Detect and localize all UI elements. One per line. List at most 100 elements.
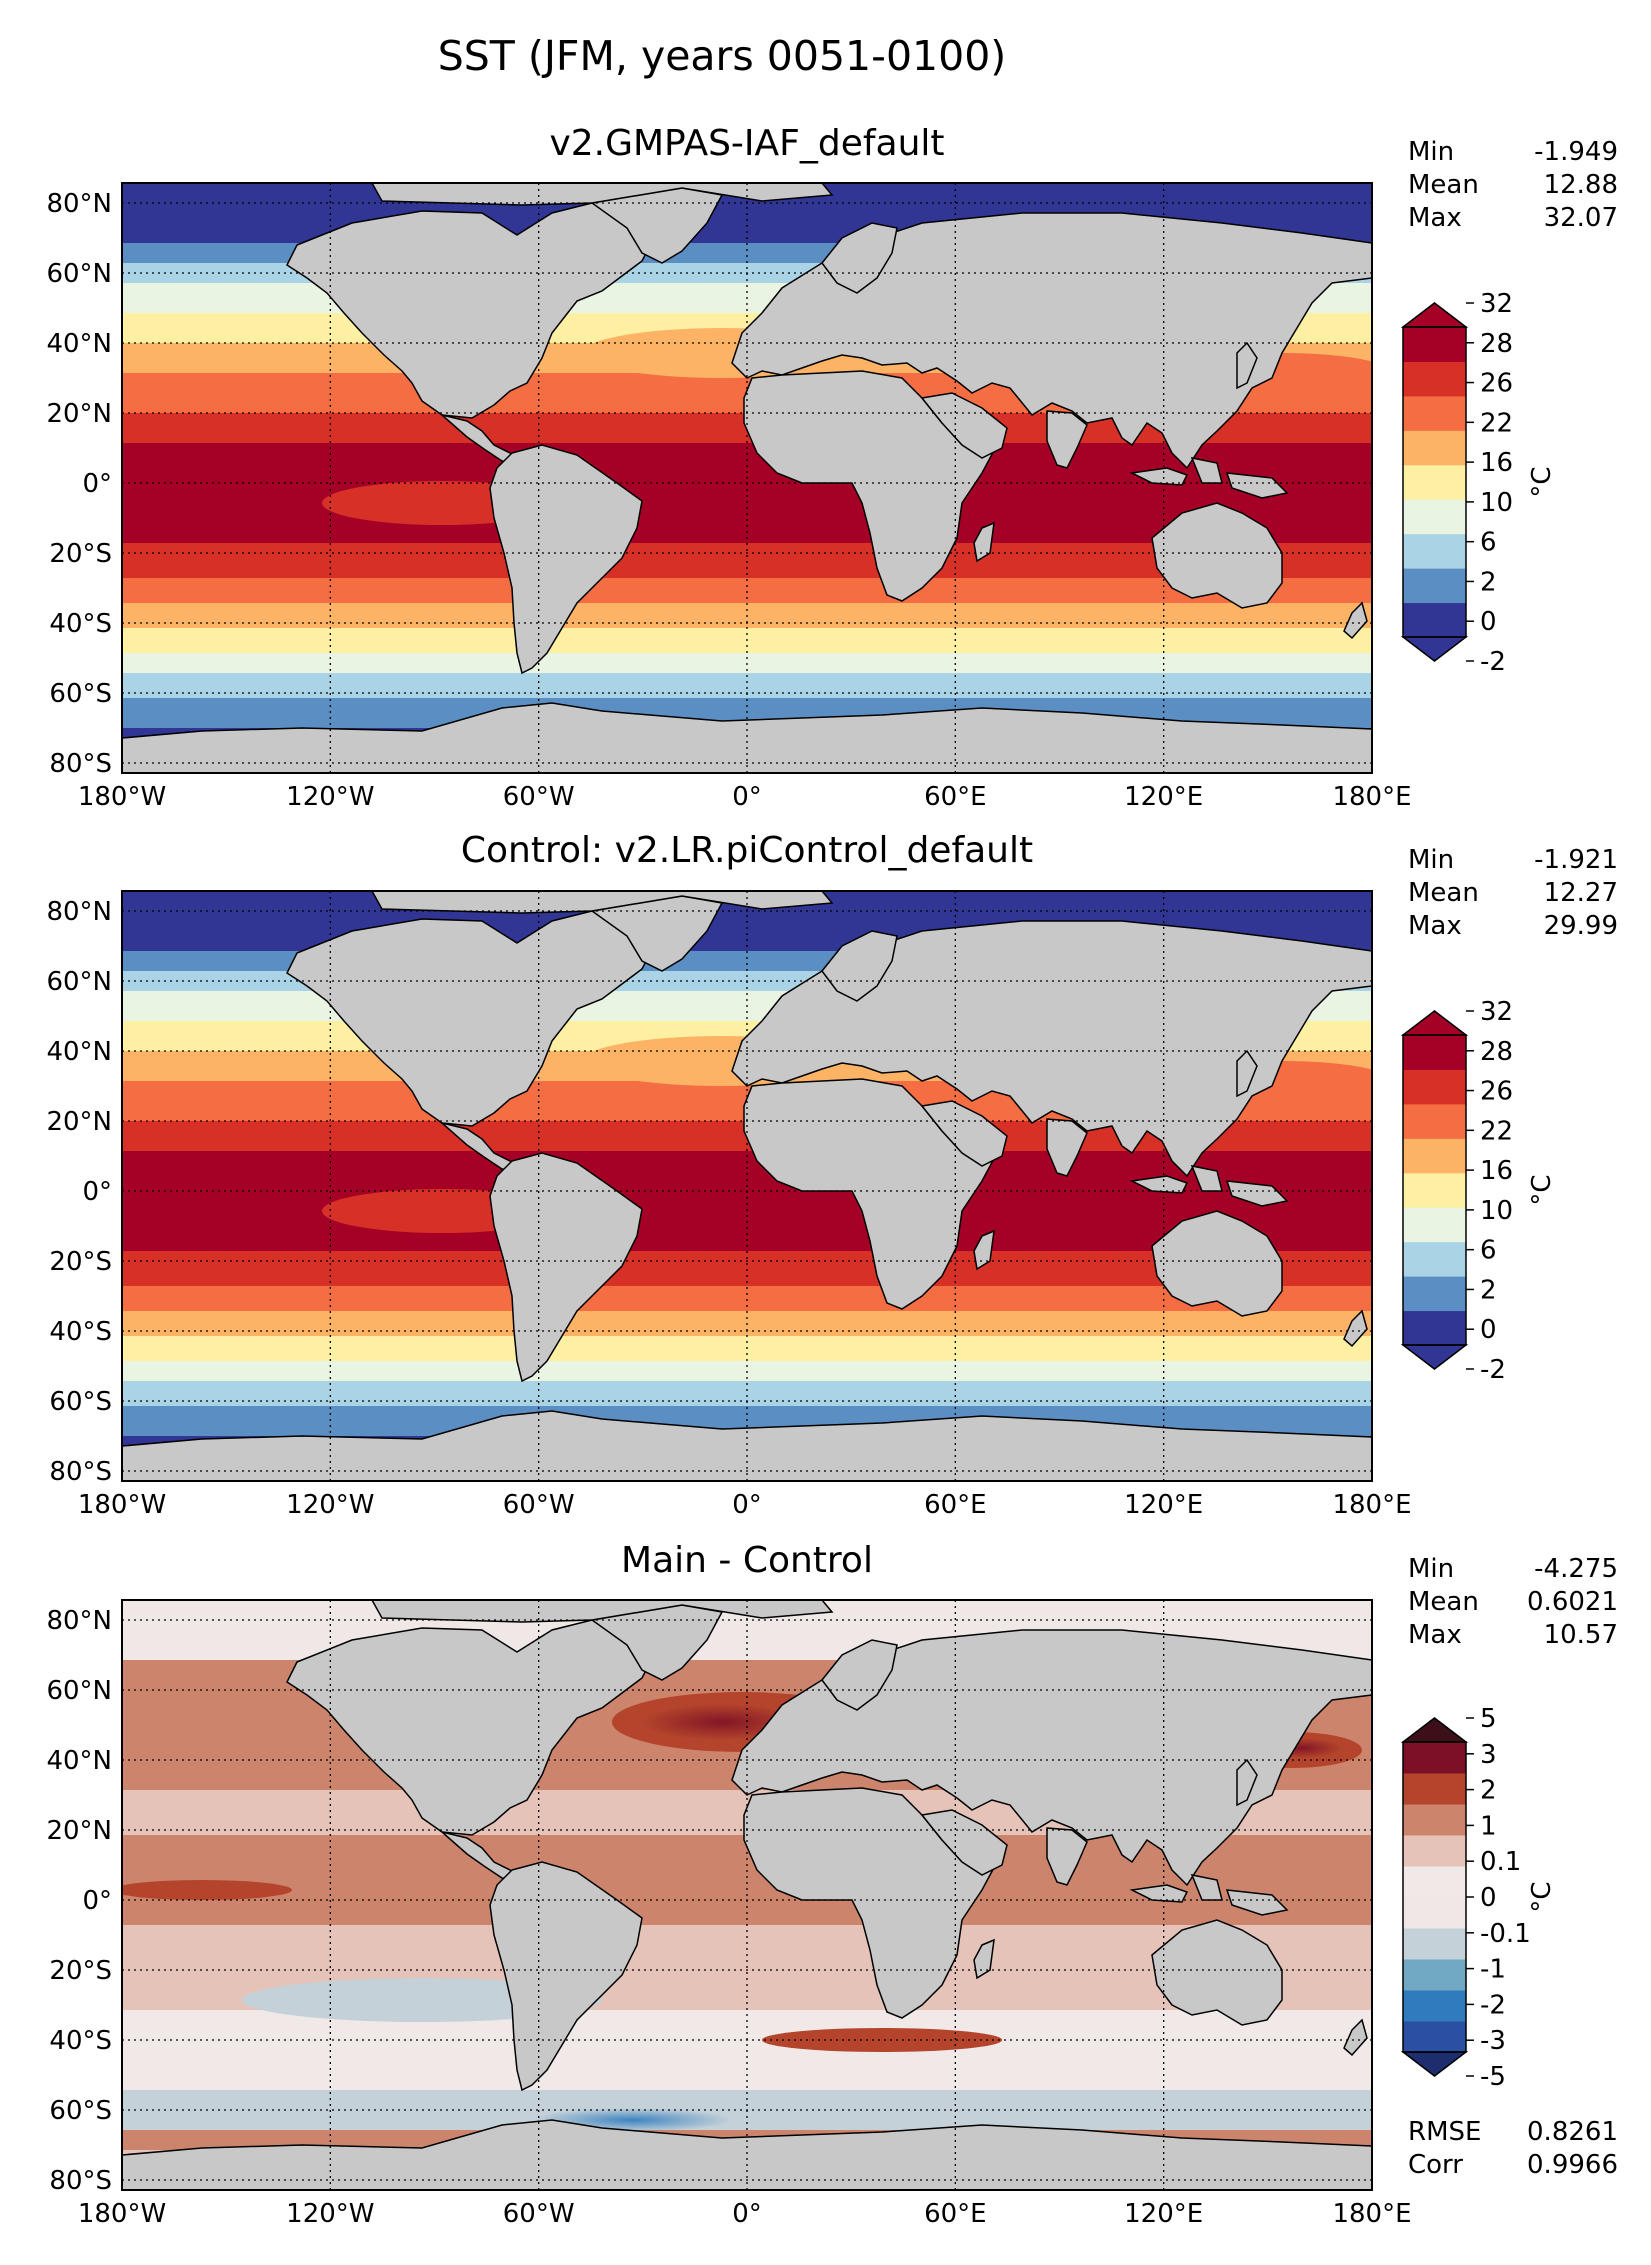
lon-tick-label: 120°E (1124, 2199, 1203, 2229)
lat-tick-label: 60°S (49, 2096, 112, 2126)
colorbar-unit-label: °C (1527, 1174, 1557, 1205)
colorbar-tick-label: -1 (1480, 1955, 1506, 1985)
stat-label: Mean (1408, 878, 1479, 908)
lon-tick-label: 180°W (78, 2199, 166, 2229)
stat-label: Max (1408, 203, 1462, 233)
colorbar-tick-label: 28 (1480, 329, 1513, 359)
colorbar-segment (1403, 1897, 1466, 1929)
lon-tick-label: 60°W (503, 782, 575, 812)
diff-warm-patch (762, 2028, 1002, 2052)
panel-1: v2.GMPAS-IAF_default80°N60°N40°N20°N0°20… (46, 123, 1618, 812)
extra-stat-label: Corr (1408, 2150, 1463, 2180)
stat-value: 0.6021 (1527, 1587, 1618, 1617)
colorbar-unit-label: °C (1527, 466, 1557, 497)
colorbar-tick-label: 6 (1480, 1236, 1497, 1266)
colorbar: 5 3 2 1 0.1 0 -0.1 -1 -2 -3 -5 °C (1400, 1704, 1557, 2092)
lon-tick-label: 120°E (1124, 1490, 1203, 1520)
lat-tick-label: 40°S (49, 2026, 112, 2056)
panel-title: Control: v2.LR.piControl_default (461, 830, 1033, 871)
colorbar-segment (1403, 1866, 1466, 1898)
colorbar-segment (1403, 1241, 1466, 1277)
colorbar-tick-label: 28 (1480, 1037, 1513, 1067)
lon-tick-label: 0° (732, 782, 762, 812)
lat-tick-label: 20°N (46, 399, 112, 429)
colorbar-frame (1402, 1034, 1467, 1346)
stat-value: 12.27 (1544, 878, 1618, 908)
colorbar-segment (1403, 1035, 1466, 1070)
colorbar-segment (1403, 1804, 1466, 1836)
colorbar-segment (1403, 1742, 1466, 1774)
lat-tick-label: 0° (82, 1177, 112, 1207)
lat-tick-label: 60°S (49, 679, 112, 709)
colorbar-segment (1403, 1103, 1466, 1139)
lon-tick-label: 60°W (503, 1490, 575, 1520)
colorbar-tick-label: -0.1 (1480, 1919, 1531, 1949)
lon-tick-label: 180°E (1332, 1490, 1411, 1520)
colorbar-extend-min (1400, 636, 1469, 662)
colorbar-unit-label: °C (1527, 1881, 1557, 1912)
colorbar-frame (1402, 326, 1467, 638)
stat-value: -1.949 (1534, 137, 1618, 167)
lat-tick-label: 40°N (46, 329, 112, 359)
colorbar-tick-label: 2 (1480, 1776, 1497, 1806)
stat-label: Max (1408, 911, 1462, 941)
colorbar-segment (1403, 1138, 1466, 1174)
lon-tick-label: 120°W (286, 1490, 374, 1520)
colorbar-segment (1403, 327, 1466, 362)
colorbar-segment (1403, 430, 1466, 466)
lon-tick-label: 60°E (924, 782, 987, 812)
panel-3: Main - Control 80°N 60°N 40°N 20°N 0° 20°S 40°S… (46, 1540, 1618, 2229)
colorbar-tick-label: 3 (1480, 1740, 1497, 1770)
stat-value: 29.99 (1544, 911, 1618, 941)
colorbar-segment (1403, 499, 1466, 535)
colorbar-tick-label: 0.1 (1480, 1847, 1521, 1877)
panels: v2.GMPAS-IAF_default80°N60°N40°N20°N0°20… (46, 123, 1618, 2229)
colorbar-segment (1403, 568, 1466, 604)
stat-value: 12.88 (1544, 170, 1618, 200)
colorbar-segment (1403, 1959, 1466, 1991)
lon-tick-label: 60°W (503, 2199, 575, 2229)
lon-tick-label: 180°E (1332, 2199, 1411, 2229)
colorbar-tick-label: 10 (1480, 488, 1513, 518)
colorbar-tick-label: 6 (1480, 528, 1497, 558)
colorbar-segment (1403, 1172, 1466, 1208)
stat-label: Min (1408, 845, 1454, 875)
colorbar-tick-label: 0 (1480, 607, 1497, 637)
lon-tick-label: 120°E (1124, 782, 1203, 812)
lat-tick-label: 40°S (49, 609, 112, 639)
colorbar-segment (1403, 395, 1466, 431)
colorbar-tick-label: 26 (1480, 369, 1513, 399)
lat-tick-label: 80°S (49, 2166, 112, 2196)
colorbar-tick-label: -5 (1480, 2062, 1506, 2092)
map-area (122, 1600, 1372, 2190)
stat-value: -4.275 (1534, 1554, 1618, 1584)
lat-tick-label: 40°N (46, 1037, 112, 1067)
colorbar-segment (1403, 1773, 1466, 1805)
colorbar-tick-label: 1 (1480, 1811, 1497, 1841)
colorbar-tick-label: 32 (1480, 289, 1513, 319)
map-frame (121, 1599, 1373, 2191)
colorbar-tick-label: 0 (1480, 1315, 1497, 1345)
figure-title: SST (JFM, years 0051-0100) (438, 32, 1007, 80)
panel-2: Control: v2.LR.piControl_default 80°N 60°N… (46, 830, 1618, 1520)
lat-tick-label: 60°S (49, 1387, 112, 1417)
lat-tick-label: 20°N (46, 1107, 112, 1137)
stat-value: -1.921 (1534, 845, 1618, 875)
colorbar: 32 28 26 22 16 10 6 2 0 -2 °C (1400, 289, 1557, 677)
colorbar-extend-max (1400, 1010, 1469, 1036)
lat-tick-label: 60°N (46, 1676, 112, 1706)
lon-tick-label: 180°E (1332, 782, 1411, 812)
stat-value: 32.07 (1544, 203, 1618, 233)
extra-stat-value: 0.9966 (1527, 2150, 1618, 2180)
lat-tick-label: 40°N (46, 1746, 112, 1776)
colorbar-extend-min (1400, 2051, 1469, 2077)
lon-tick-label: 60°E (924, 2199, 987, 2229)
stat-label: Mean (1408, 1587, 1479, 1617)
colorbar-tick-label: -2 (1480, 1355, 1506, 1385)
colorbar-tick-label: 16 (1480, 448, 1513, 478)
lat-tick-label: 40°S (49, 1317, 112, 1347)
colorbar-tick-label: 26 (1480, 1077, 1513, 1107)
lat-tick-label: 20°S (49, 539, 112, 569)
colorbar-tick-label: 22 (1480, 408, 1513, 438)
lon-tick-label: 180°W (78, 1490, 166, 1520)
